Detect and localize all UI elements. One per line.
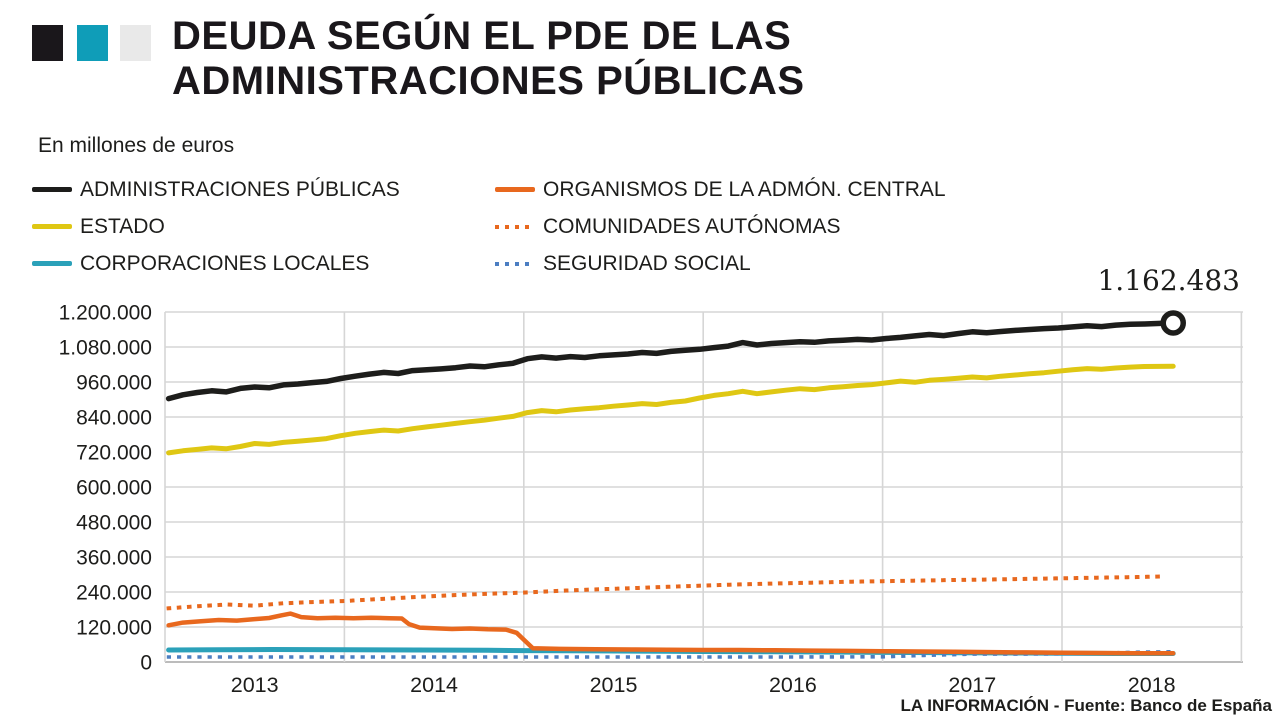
y-axis-tick-label: 240.000 xyxy=(76,582,152,605)
y-axis-tick-label: 480.000 xyxy=(76,512,152,535)
x-axis-tick-label: 2014 xyxy=(410,673,458,697)
x-axis-tick-label: 2013 xyxy=(231,673,279,697)
legend-swatch-solid-black xyxy=(32,187,72,192)
legend-label: ORGANISMOS DE LA ADMÓN. CENTRAL xyxy=(543,178,946,201)
series-line-comunidades-autonomas xyxy=(166,574,1163,611)
y-axis-tick-label: 600.000 xyxy=(76,477,152,500)
units-subtitle: En millones de euros xyxy=(38,134,235,157)
x-axis-tick-label: 2018 xyxy=(1128,673,1176,697)
y-axis-tick-label: 1.080.000 xyxy=(59,337,152,360)
logo-square-gray xyxy=(120,25,151,61)
y-axis-tick-label: 120.000 xyxy=(76,617,152,640)
y-axis-tick-label: 1.200.000 xyxy=(59,302,152,325)
legend-label: SEGURIDAD SOCIAL xyxy=(543,252,751,275)
series-line-administraciones-publicas xyxy=(165,320,1176,402)
y-axis-tick-label: 960.000 xyxy=(76,372,152,395)
page-title-line1: DEUDA SEGÚN EL PDE DE LAS xyxy=(172,14,792,58)
legend-swatch-dotted-orange xyxy=(495,225,535,229)
series-line-organismos-admon-central xyxy=(166,611,1176,656)
logo-square-teal xyxy=(77,25,108,61)
source-credit: LA INFORMACIÓN - Fuente: Banco de España xyxy=(900,696,1272,715)
legend-label: COMUNIDADES AUTÓNOMAS xyxy=(543,215,841,238)
end-value-annotation: 1.162.483 xyxy=(1097,264,1240,297)
legend-label: ADMINISTRACIONES PÚBLICAS xyxy=(80,178,400,201)
y-axis-tick-label: 840.000 xyxy=(76,407,152,430)
y-axis-tick-label: 720.000 xyxy=(76,442,152,465)
y-axis-tick-label: 360.000 xyxy=(76,547,152,570)
logo-square-black xyxy=(32,25,63,61)
y-axis-tick-label: 0 xyxy=(140,652,152,675)
x-axis-tick-label: 2017 xyxy=(948,673,996,697)
legend-label: CORPORACIONES LOCALES xyxy=(80,252,370,275)
x-axis-tick-label: 2016 xyxy=(769,673,817,697)
x-axis-tick-label: 2015 xyxy=(590,673,638,697)
legend-swatch-solid-yellow xyxy=(32,224,72,229)
page-title-line2: ADMINISTRACIONES PÚBLICAS xyxy=(172,59,805,103)
end-point-marker xyxy=(1160,310,1186,336)
legend-swatch-dotted-blue xyxy=(495,262,535,266)
series-line-estado xyxy=(166,363,1176,456)
legend-label: ESTADO xyxy=(80,215,165,238)
page-title: DEUDA SEGÚN EL PDE DE LAS ADMINISTRACION… xyxy=(172,14,805,104)
legend-swatch-solid-orange xyxy=(495,187,535,192)
legend-swatch-solid-teal xyxy=(32,261,72,266)
